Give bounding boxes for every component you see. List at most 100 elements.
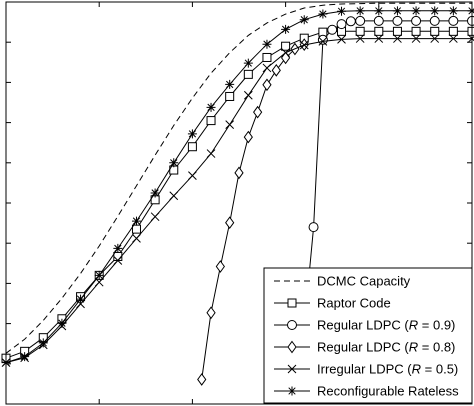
series-dcmc-capacity xyxy=(5,2,472,354)
data-point-x xyxy=(337,35,346,44)
legend: DCMC Capacity Raptor Code Regular LDPC (R … xyxy=(263,267,473,404)
data-point-square xyxy=(206,116,216,126)
data-point-diamond xyxy=(206,306,216,320)
series-line-dcmc-capacity xyxy=(5,2,472,354)
legend-entry: Irregular LDPC (R = 0.5) xyxy=(274,362,458,377)
data-point-asterisk xyxy=(187,129,197,139)
data-point-square xyxy=(262,52,272,62)
data-point-x xyxy=(262,63,272,73)
series-reconfigurable-rateless xyxy=(1,6,474,368)
data-point-circle xyxy=(392,15,403,26)
data-point-square xyxy=(281,41,291,51)
legend-marker-circle xyxy=(287,320,297,330)
data-point-diamond xyxy=(225,216,235,230)
data-point-circle xyxy=(317,34,328,45)
data-point-x xyxy=(243,90,253,100)
data-point-x xyxy=(449,34,458,43)
data-point-square xyxy=(430,26,440,36)
data-point-x xyxy=(113,256,123,265)
legend-entry: Raptor Code xyxy=(274,296,391,311)
data-point-asterisk xyxy=(392,6,402,16)
data-point-asterisk xyxy=(337,6,347,16)
data-point-asterisk xyxy=(94,270,104,280)
legend-label: DCMC Capacity xyxy=(317,274,411,289)
data-point-asterisk xyxy=(411,6,421,16)
legend-label: Irregular LDPC (R = 0.5) xyxy=(317,362,458,377)
data-point-x xyxy=(188,171,197,181)
data-point-square xyxy=(411,26,421,36)
data-point-circle xyxy=(411,15,422,26)
data-point-asterisk xyxy=(225,79,235,89)
data-point-asterisk xyxy=(448,6,458,16)
data-point-asterisk xyxy=(206,102,216,112)
data-point-diamond xyxy=(215,260,225,273)
data-point-x xyxy=(299,40,309,50)
legend-marker-square xyxy=(287,298,297,308)
data-point-asterisk xyxy=(281,24,291,34)
data-point-asterisk xyxy=(38,338,48,348)
data-point-diamond xyxy=(271,63,281,77)
data-point-x xyxy=(206,149,216,158)
data-point-asterisk xyxy=(113,243,123,253)
data-point-circle xyxy=(429,15,440,26)
data-point-asterisk xyxy=(169,158,179,168)
data-point-circle xyxy=(467,15,474,26)
legend-label: Regular LDPC (R = 0.8) xyxy=(317,340,455,355)
legend-entry: Regular LDPC (R = 0.9) xyxy=(274,318,455,333)
data-point-asterisk xyxy=(318,9,328,19)
legend-label: Reconfigurable Rateless xyxy=(317,384,459,399)
data-point-diamond xyxy=(253,105,263,119)
data-point-circle xyxy=(448,15,459,26)
data-point-square xyxy=(467,26,474,36)
data-point-circle xyxy=(336,19,347,30)
data-point-circle xyxy=(308,222,319,233)
data-point-square xyxy=(374,26,384,36)
data-point-asterisk xyxy=(262,39,272,49)
data-point-circle xyxy=(373,15,384,26)
data-point-square xyxy=(355,26,365,36)
data-point-circle xyxy=(327,24,338,35)
legend-entry: Regular LDPC (R = 0.8) xyxy=(274,340,455,355)
data-point-square xyxy=(448,26,458,36)
data-point-x xyxy=(411,34,421,43)
data-point-x xyxy=(374,34,384,43)
legend-entry: DCMC Capacity xyxy=(274,274,411,289)
data-point-square xyxy=(187,142,197,152)
data-point-asterisk xyxy=(355,6,365,16)
legend-label: Raptor Code xyxy=(317,296,391,311)
series-raptor-code xyxy=(1,26,474,363)
data-point-circle xyxy=(355,15,366,26)
data-point-x xyxy=(393,34,402,43)
data-point-asterisk xyxy=(430,6,440,16)
data-point-asterisk xyxy=(131,216,141,226)
legend-marker-diamond xyxy=(287,340,297,354)
data-point-square xyxy=(392,26,402,36)
data-point-diamond xyxy=(262,78,272,92)
series-layer xyxy=(1,2,474,386)
data-point-circle xyxy=(345,16,356,27)
legend-entry: Reconfigurable Rateless xyxy=(274,384,459,399)
data-point-asterisk xyxy=(150,188,160,198)
data-point-x xyxy=(355,34,365,43)
data-point-x xyxy=(430,34,440,43)
data-point-asterisk xyxy=(20,352,30,362)
data-point-x xyxy=(132,234,141,243)
legend-marker-x xyxy=(287,364,297,374)
data-point-diamond xyxy=(234,166,244,180)
data-point-asterisk xyxy=(243,58,253,68)
data-point-square xyxy=(243,69,253,79)
data-point-x xyxy=(150,212,160,222)
data-point-x xyxy=(169,191,179,201)
data-point-asterisk xyxy=(76,294,86,304)
legend-marker-asterisk xyxy=(287,386,297,396)
data-point-square xyxy=(131,224,141,234)
data-point-asterisk xyxy=(57,318,67,328)
data-point-square xyxy=(225,91,235,101)
data-point-diamond xyxy=(197,373,207,386)
data-point-diamond xyxy=(243,130,253,144)
legend-box xyxy=(263,267,473,404)
legend-label: Regular LDPC (R = 0.9) xyxy=(317,318,455,333)
data-point-asterisk xyxy=(299,15,309,25)
data-point-x xyxy=(281,48,290,58)
